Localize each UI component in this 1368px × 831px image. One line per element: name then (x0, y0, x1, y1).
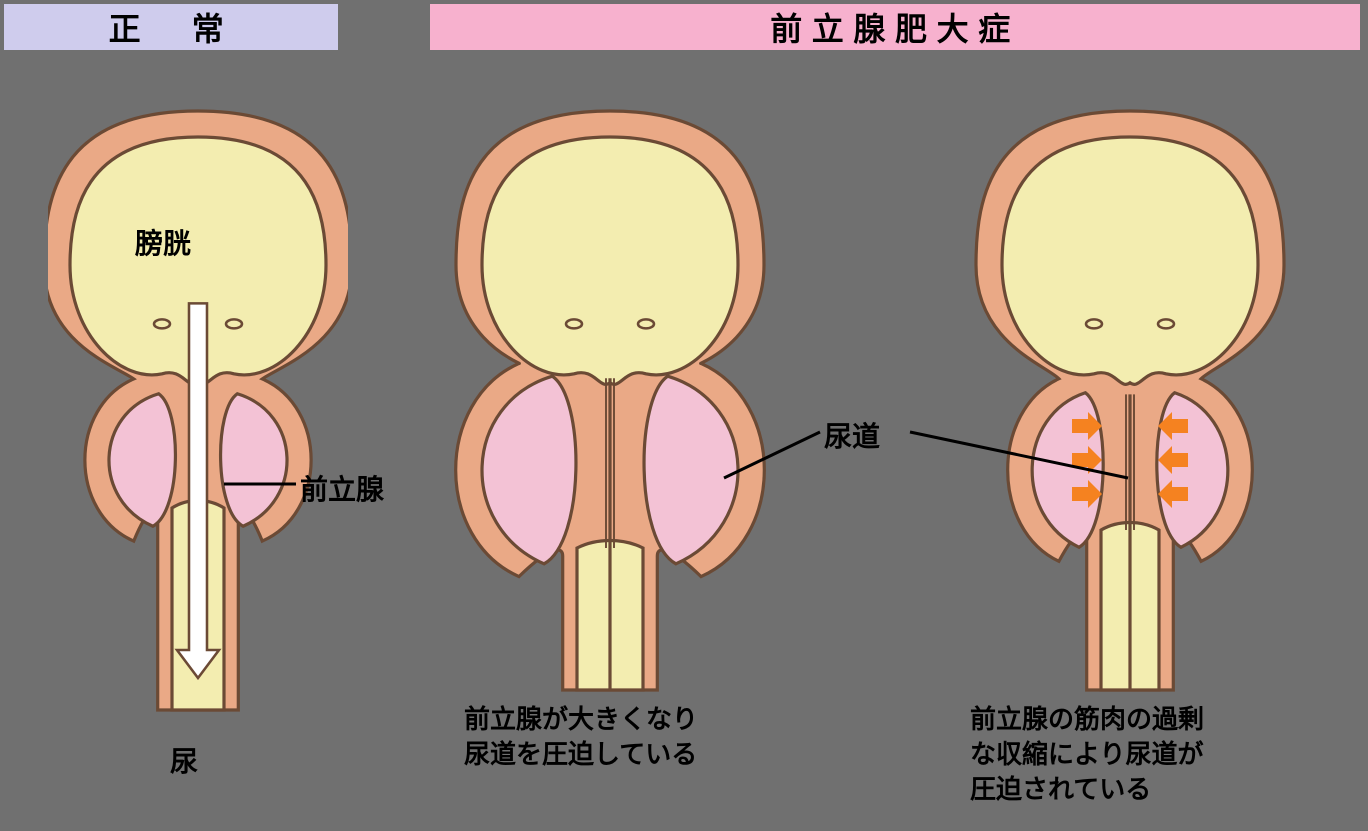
header-bph-text: 前立腺肥大症 (770, 4, 1020, 50)
label-bladder: 膀胱 (135, 222, 191, 262)
header-normal-text: 正 常 (109, 4, 234, 50)
caption-muscle: 前立腺の筋肉の過剰 な収縮により尿道が 圧迫されている (970, 702, 1310, 807)
diagram-bph-enlarged (450, 100, 770, 700)
diagram-bph-muscle (970, 100, 1290, 700)
label-prostate: 前立腺 (300, 468, 384, 508)
label-urine: 尿 (170, 740, 198, 780)
header-bph: 前立腺肥大症 (430, 4, 1360, 50)
header-normal: 正 常 (4, 4, 338, 50)
caption-enlarged: 前立腺が大きくなり 尿道を圧迫している (464, 702, 784, 772)
label-urethra: 尿道 (824, 415, 880, 455)
diagram-normal (48, 100, 348, 720)
